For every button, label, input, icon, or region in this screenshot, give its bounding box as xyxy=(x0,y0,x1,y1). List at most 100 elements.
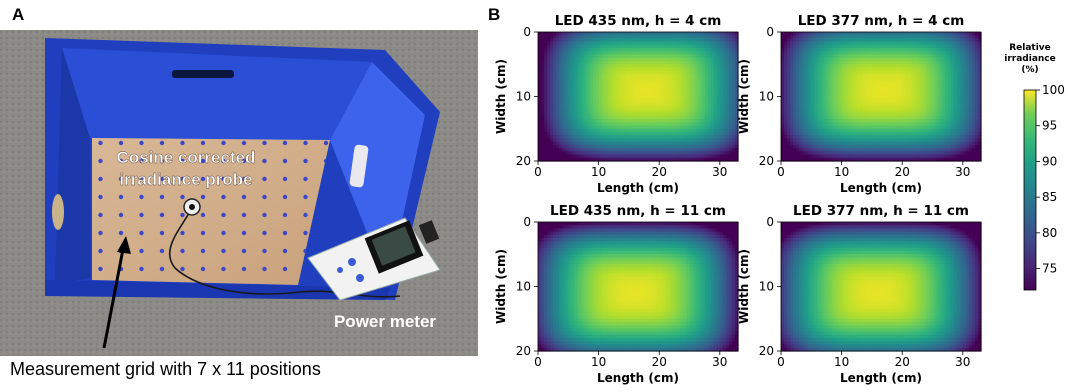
heatmap-cell xyxy=(659,138,663,143)
heatmap-cell xyxy=(862,106,867,110)
heatmap-cell xyxy=(859,90,864,94)
heatmap-cell xyxy=(704,112,709,117)
y-tick-label: 10 xyxy=(516,90,531,104)
heatmap-cell xyxy=(550,151,554,156)
heatmap-cell xyxy=(914,70,918,75)
heatmap-cell xyxy=(541,135,545,140)
heatmap-cell xyxy=(728,90,733,94)
heatmap-cell xyxy=(917,83,921,88)
heatmap-cell xyxy=(710,96,715,101)
heatmap-cell xyxy=(877,44,882,49)
heatmap-cell xyxy=(641,151,645,156)
heatmap-cell xyxy=(638,73,642,78)
heatmap-cell xyxy=(659,115,663,120)
heatmap-cell xyxy=(920,83,925,88)
heatmap-cell xyxy=(911,77,915,81)
heatmap-cell xyxy=(959,38,964,43)
heatmap-cell xyxy=(862,54,867,59)
heatmap-cell xyxy=(962,119,967,123)
heatmap-cell xyxy=(728,122,733,127)
heatmap-cell xyxy=(734,83,739,88)
heatmap-cell xyxy=(680,131,685,136)
heatmap-cell xyxy=(695,96,700,101)
heatmap-cell xyxy=(701,148,706,152)
heatmap-cell xyxy=(613,54,618,59)
heatmap-cell xyxy=(677,135,682,140)
heatmap-cell xyxy=(896,96,900,101)
heatmap-cell xyxy=(926,77,931,81)
heatmap-cell xyxy=(847,138,852,143)
heatmap-cell xyxy=(604,154,609,159)
heatmap-cell xyxy=(719,64,724,69)
heatmap-cell xyxy=(553,131,557,136)
heatmap-cell xyxy=(707,51,712,56)
heatmap-cell xyxy=(553,90,557,94)
heatmap-cell xyxy=(823,122,828,127)
heatmap-cell xyxy=(787,80,791,85)
heatmap-cell xyxy=(701,64,706,69)
heatmap-cell xyxy=(647,38,651,43)
heatmap-cell xyxy=(974,102,979,107)
heatmap-cell xyxy=(953,102,958,107)
heatmap-cell xyxy=(571,90,575,94)
heatmap-cell xyxy=(814,77,818,81)
heatmap-cell xyxy=(890,99,894,104)
heatmap-cell xyxy=(884,57,888,62)
heatmap-cell xyxy=(941,138,946,143)
heatmap-cell xyxy=(601,48,606,52)
heatmap-cell xyxy=(680,157,685,162)
heatmap-cell xyxy=(974,35,979,40)
heatmap-cell xyxy=(559,32,563,36)
heatmap-cell xyxy=(850,67,855,72)
heatmap-cell xyxy=(847,35,852,40)
heatmap-cell xyxy=(935,77,940,81)
heatmap-cell xyxy=(728,83,733,88)
heatmap-cell xyxy=(647,83,651,88)
heatmap-cell xyxy=(689,144,694,149)
heatmap-cell xyxy=(820,86,825,91)
heatmap-cell xyxy=(604,64,609,69)
heatmap-cell xyxy=(974,112,979,117)
heatmap-cell xyxy=(917,80,921,85)
heatmap-cell xyxy=(893,115,897,120)
heatmap-cell xyxy=(865,54,870,59)
heatmap-cell xyxy=(644,119,648,123)
heatmap-cell xyxy=(568,122,572,127)
heatmap-cell xyxy=(932,32,937,36)
heatmap-cell xyxy=(547,119,551,123)
heatmap-cell xyxy=(556,48,560,52)
heatmap-cell xyxy=(890,141,894,146)
heatmap-cell xyxy=(781,80,785,85)
heatmap-cell xyxy=(634,128,639,133)
heatmap-cell xyxy=(616,102,621,107)
heatmap-cell xyxy=(653,93,657,98)
heatmap-cell xyxy=(689,131,694,136)
heatmap-cell xyxy=(902,51,906,56)
heatmap-cell xyxy=(823,64,828,69)
heatmap-cell xyxy=(850,138,855,143)
heatmap-cell xyxy=(965,135,970,140)
heatmap-cell xyxy=(953,90,958,94)
heatmap-cell xyxy=(607,141,612,146)
heatmap-cell xyxy=(926,122,931,127)
heatmap-cell xyxy=(787,73,791,78)
heatmap-cell xyxy=(914,106,918,110)
heatmap-cell xyxy=(853,99,858,104)
heatmap-cell xyxy=(562,57,566,62)
heatmap-cell xyxy=(932,86,937,91)
heatmap-cell xyxy=(787,64,791,69)
heatmap-cell xyxy=(853,48,858,52)
heatmap-cell xyxy=(841,54,846,59)
heatmap-cell xyxy=(668,141,672,146)
heatmap-cell xyxy=(826,54,831,59)
heatmap-cell xyxy=(850,122,855,127)
heatmap-cell xyxy=(805,112,809,117)
heatmap-cell xyxy=(950,138,955,143)
heatmap-cell xyxy=(814,57,818,62)
heatmap-cell xyxy=(613,125,618,130)
heatmap-cell xyxy=(601,32,606,36)
heatmap-cell xyxy=(665,157,669,162)
heatmap-cell xyxy=(607,41,612,46)
heatmap-cell xyxy=(592,151,597,156)
heatmap-cell xyxy=(974,125,979,130)
